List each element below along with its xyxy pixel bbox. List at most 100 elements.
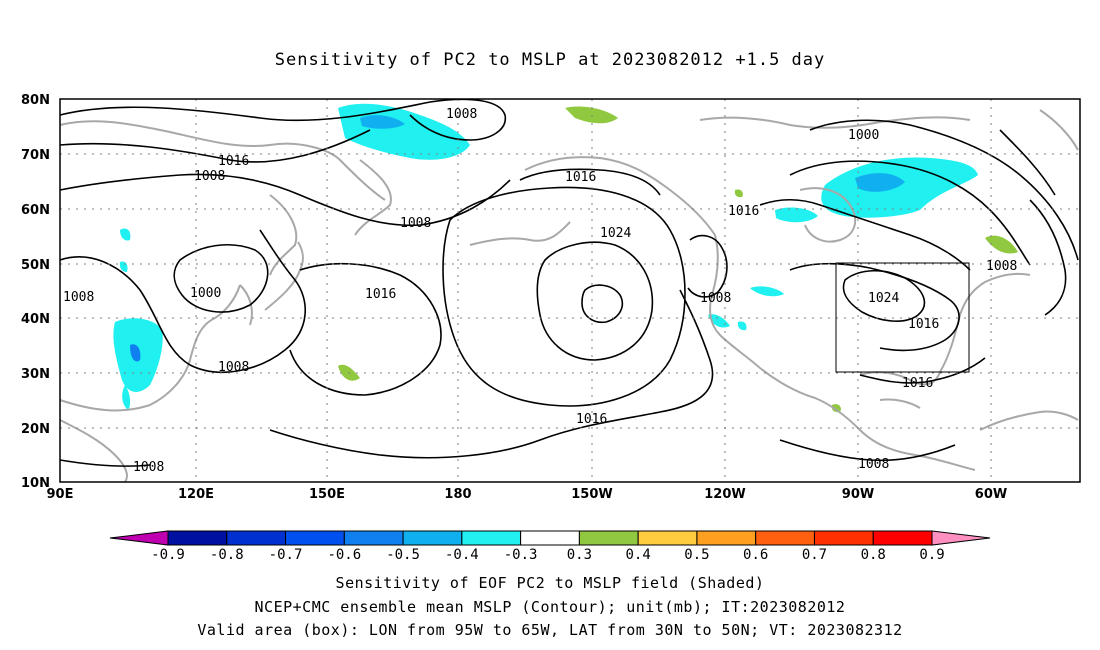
lat-label: 40N [21,312,50,327]
shade-hudson [734,189,743,198]
coast-south-am [979,410,1079,431]
colorbar-swatch [813,530,874,546]
sensitivity-shading [113,103,1018,413]
colorbar-label: 0.4 [626,547,651,563]
contour-1016-east [789,262,960,352]
contour-1024-inner [581,284,624,324]
contour-label: 1000 [190,286,221,301]
contour-1008-north [59,98,506,141]
contour-labels: 1008 1016 1008 1008 1016 1024 1016 1008 … [63,107,1017,475]
colorbar-label: 0.9 [919,547,944,563]
colorbar-swatch [696,530,757,546]
coast-indochina [59,419,128,483]
contour-1000-canada [809,119,1079,261]
contour-1016-canada [759,198,971,271]
contour-label: 1016 [576,412,607,427]
colorbar-swatch [872,530,933,546]
contour-1008-usa [687,234,728,298]
shade-gulf [831,404,841,413]
coast-hudson [799,187,857,243]
contour-extra-east2 [999,129,1056,196]
contour-1016-high [442,186,686,407]
lat-label: 10N [21,476,50,491]
latitude-labels: 80N 70N 60N 50N 40N 30N 20N 10N [21,93,50,491]
valid-area-box [835,262,970,373]
lon-label: 120W [704,487,745,502]
contour-1024-high [536,241,654,361]
contour-extra-east [1029,199,1067,316]
shade-canada-west [775,207,818,223]
contour-1008-west [59,173,511,227]
colorbar-swatch [285,530,345,546]
coast-nw-america [709,234,761,369]
contour-label: 1008 [446,107,477,122]
contour-1008-west-box [59,229,306,373]
colorbar-swatch [578,530,639,546]
lat-label: 70N [21,148,50,163]
colorbar-swatch [461,530,522,546]
contour-1016-north [59,129,371,163]
shade-greenland [565,106,618,124]
mslp-contours [59,98,1079,467]
colorbar-swatch [755,530,815,546]
shade-arctic-core [360,115,405,129]
shade-china-core [130,344,141,362]
colorbar-label: -0.7 [269,547,303,563]
coast-east-us [939,272,1031,373]
colorbar-swatch [402,530,463,546]
contour-label: 1016 [365,287,396,302]
colorbar: -0.9 -0.8 -0.7 -0.6 -0.5 -0.4 -0.3 0.3 0.4 0.5 0.6… [109,530,991,563]
colorbar-swatch [520,530,580,546]
shade-labrador [985,235,1018,254]
shade-west2 [119,261,128,272]
lon-label: 90E [47,487,74,502]
coast-greenland [1039,109,1079,151]
coast-kamchatka [354,159,392,236]
gridlines [60,99,1080,482]
colorbar-label: 0.7 [802,547,827,563]
shade-mexico [737,321,747,331]
lat-label: 20N [21,422,50,437]
contour-label: 1008 [858,457,889,472]
shade-usa [750,286,784,297]
colorbar-label: 0.6 [743,547,768,563]
contour-label: 1000 [848,128,879,143]
caption-line-3: Valid area (box): LON from 95W to 65W, L… [197,621,903,639]
contour-label: 1016 [218,154,249,169]
contour-label: 1008 [194,169,225,184]
coast-asia-north [59,120,386,201]
contour-label: 1016 [902,376,933,391]
contour-1000-west [173,244,269,313]
colorbar-label: 0.5 [684,547,709,563]
lon-label: 150E [309,487,345,502]
colorbar-swatch [637,530,698,546]
contour-1008-south [779,439,956,462]
contour-label: 1024 [868,291,899,306]
colorbar-label: -0.6 [327,547,361,563]
lat-label: 80N [21,93,50,108]
lat-label: 60N [21,203,50,218]
map-frame [59,98,1081,483]
contour-label: 1008 [700,291,731,306]
contour-1016-south [859,357,986,384]
colorbar-swatch [343,530,404,546]
lat-label: 50N [21,258,50,273]
shade-canada [821,157,978,218]
coast-korea [239,284,253,326]
contour-1008-sea [59,459,151,467]
coast-canada-north [699,116,971,129]
shade-canada-core [855,173,905,192]
colorbar-label: -0.9 [151,547,185,563]
contour-label: 1016 [908,317,939,332]
contour-label: 1024 [600,226,631,241]
shade-china-south [122,385,131,410]
caption-line-2: NCEP+CMC ensemble mean MSLP (Contour); u… [254,598,846,616]
lon-label: 60W [975,487,1007,502]
colorbar-end-right [931,530,991,546]
coast-central-am [914,454,976,471]
shade-west [120,228,131,241]
caption-line-1: Sensitivity of EOF PC2 to MSLP field (Sh… [335,574,765,592]
contour-label: 1008 [133,460,164,475]
contour-label: 1008 [400,216,431,231]
